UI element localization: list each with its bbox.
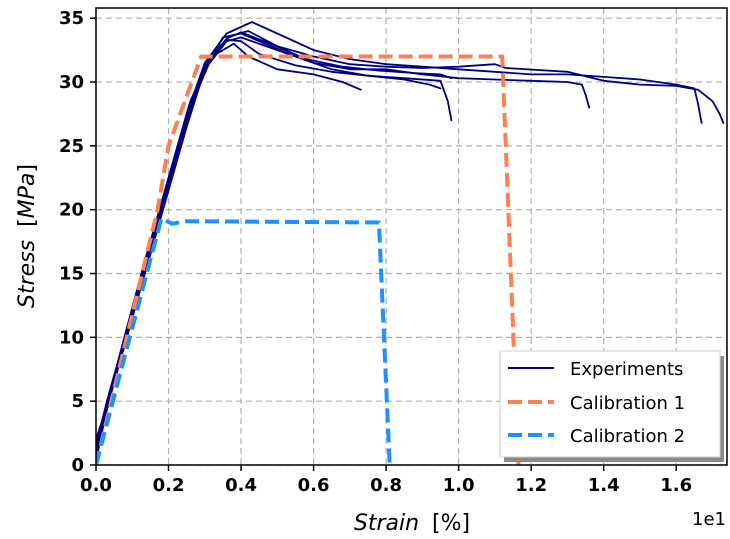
y-tick-label: 15	[59, 264, 84, 285]
series-line-calibration-1	[96, 54, 521, 465]
x-axis-offset-text: 1e1	[692, 509, 726, 530]
legend-label-experiments: Experiments	[570, 359, 683, 380]
x-tick-label: 0.8	[370, 475, 402, 496]
x-tick-label: 0.0	[80, 475, 112, 496]
x-tick-label: 1.6	[660, 475, 692, 496]
y-tick-label: 5	[71, 391, 84, 412]
y-tick-label: 0	[71, 455, 84, 476]
legend-label-calibration-2: Calibration 2	[570, 426, 685, 447]
y-axis-label-unit: MPa	[15, 173, 40, 219]
y-tick-label: 10	[59, 327, 84, 348]
x-axis-label-quantity: Strain	[354, 511, 419, 536]
x-tick-label: 0.4	[225, 475, 257, 496]
y-axis-label-unit-open: [	[15, 218, 40, 227]
x-tick-label: 0.6	[298, 475, 330, 496]
series-line-experiment-3	[96, 42, 362, 463]
y-tick-label: 25	[59, 136, 84, 157]
axis-ticks: 0.0 0.2 0.4 0.6 0.8 1.0 1.2 1.4 1.6 0 5 10 15 20 25 30 3…	[59, 8, 692, 496]
x-axis-label: Strain [%]	[354, 511, 470, 536]
y-tick-label: 30	[59, 72, 84, 93]
plot-frame	[95, 7, 728, 466]
x-tick-label: 1.4	[588, 475, 620, 496]
series-line-experiment-2	[96, 36, 591, 456]
y-tick-label: 20	[59, 200, 84, 221]
x-axis-label-unit: [%]	[432, 511, 470, 536]
data-series	[96, 21, 725, 465]
y-axis-label: Stress [MPa]	[15, 164, 40, 308]
x-tick-label: 1.0	[443, 475, 475, 496]
y-tick-label: 35	[59, 8, 84, 29]
y-axis-label-unit-close: ]	[15, 164, 40, 173]
y-axis-label-quantity: Stress	[15, 240, 40, 308]
x-tick-label: 1.2	[515, 475, 547, 496]
legend-label-calibration-1: Calibration 1	[570, 393, 685, 414]
series-line-calibration-2	[96, 216, 392, 465]
series-line-experiment-6	[96, 30, 725, 441]
legend: Experiments Calibration 1 Calibration 2	[499, 350, 724, 462]
x-tick-label: 0.2	[153, 475, 185, 496]
